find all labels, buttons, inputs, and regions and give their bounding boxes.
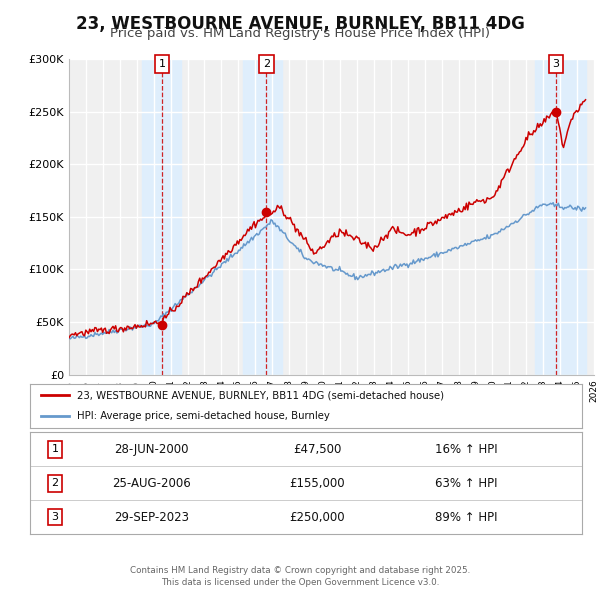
Text: £155,000: £155,000	[289, 477, 345, 490]
Text: 2: 2	[263, 59, 270, 69]
Text: 23, WESTBOURNE AVENUE, BURNLEY, BB11 4DG: 23, WESTBOURNE AVENUE, BURNLEY, BB11 4DG	[76, 15, 524, 33]
Text: 63% ↑ HPI: 63% ↑ HPI	[435, 477, 497, 490]
Bar	[535, 59, 586, 375]
Text: 16% ↑ HPI: 16% ↑ HPI	[435, 443, 497, 456]
Text: £250,000: £250,000	[289, 510, 345, 523]
Bar	[244, 59, 283, 375]
Text: 23, WESTBOURNE AVENUE, BURNLEY, BB11 4DG (semi-detached house): 23, WESTBOURNE AVENUE, BURNLEY, BB11 4DG…	[77, 391, 444, 401]
Text: 25-AUG-2006: 25-AUG-2006	[112, 477, 191, 490]
Text: 89% ↑ HPI: 89% ↑ HPI	[435, 510, 497, 523]
Text: HPI: Average price, semi-detached house, Burnley: HPI: Average price, semi-detached house,…	[77, 411, 330, 421]
Text: 29-SEP-2023: 29-SEP-2023	[114, 510, 189, 523]
Text: £47,500: £47,500	[293, 443, 341, 456]
Text: 2: 2	[51, 478, 58, 488]
Text: 3: 3	[553, 59, 559, 69]
Text: Price paid vs. HM Land Registry's House Price Index (HPI): Price paid vs. HM Land Registry's House …	[110, 27, 490, 40]
Bar	[142, 59, 181, 375]
Text: Contains HM Land Registry data © Crown copyright and database right 2025.
This d: Contains HM Land Registry data © Crown c…	[130, 566, 470, 587]
Text: 1: 1	[52, 444, 58, 454]
Text: 1: 1	[158, 59, 166, 69]
Text: 28-JUN-2000: 28-JUN-2000	[114, 443, 188, 456]
Text: 3: 3	[52, 512, 58, 522]
